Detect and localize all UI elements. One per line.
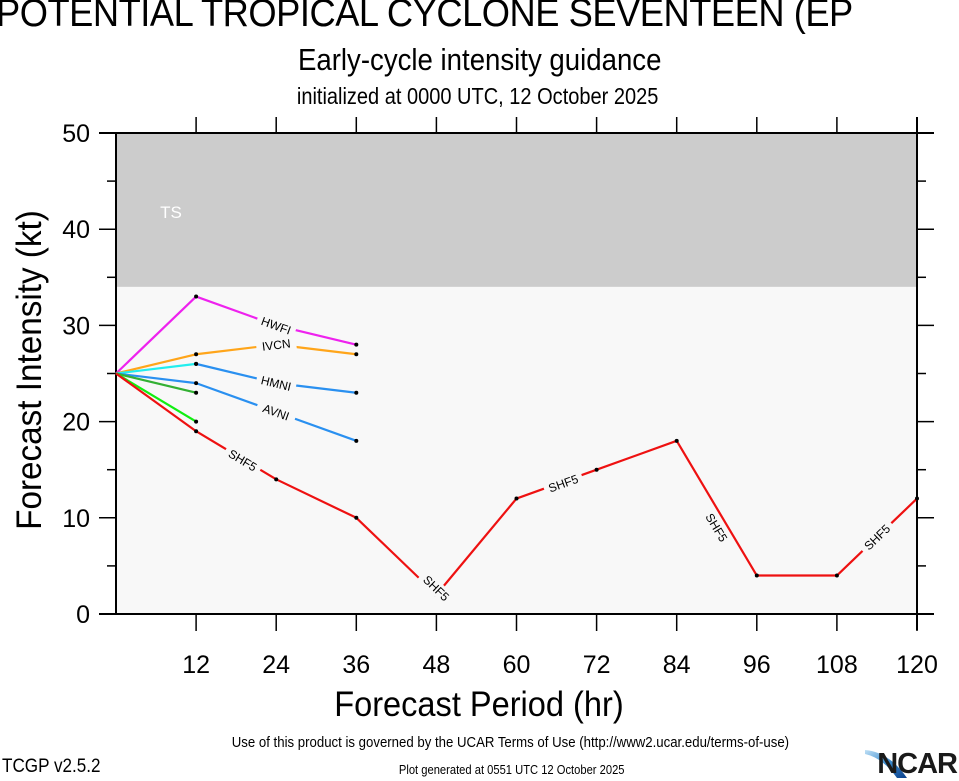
- band-label-ts: TS: [160, 203, 182, 222]
- x-tick-label: 108: [816, 651, 858, 679]
- version-label: TCGP v2.5.2: [2, 756, 101, 777]
- x-tick-label: 24: [262, 651, 290, 679]
- data-point-unlabeled-green: [194, 419, 199, 424]
- data-point-shf5: [274, 477, 279, 482]
- ncar-logo: NCAR: [859, 748, 959, 780]
- x-tick-label: 12: [182, 651, 210, 679]
- data-point-shf5: [674, 438, 679, 443]
- series-line-unlabeled-green: [115, 372, 197, 423]
- band-below-ts: [116, 286, 917, 614]
- data-point-shf5: [915, 496, 919, 501]
- series-label-bg: [255, 312, 298, 339]
- series-label-bg: [255, 371, 298, 395]
- data-point-avni: [354, 438, 359, 443]
- data-point-hwfi: [354, 342, 359, 347]
- chart-subtitle: Early-cycle intensity guidance: [297, 42, 662, 77]
- data-point-shf5: [194, 429, 199, 434]
- data-point-hmni: [194, 361, 199, 366]
- ncar-swoosh-icon: [865, 750, 907, 778]
- series-label-bg: [255, 398, 298, 426]
- y-tick-label: 30: [62, 312, 90, 340]
- data-point-shf5: [594, 467, 599, 472]
- data-point-shf5: [354, 515, 359, 520]
- data-point-shf5: [754, 573, 759, 578]
- terms-of-use-notice: Use of this product is governed by the U…: [231, 734, 790, 751]
- series-line-unlabeled-cyan: [115, 362, 197, 375]
- x-tick-label: 72: [583, 651, 611, 679]
- data-point-unlabeled-darkgreen: [194, 390, 199, 395]
- series-line-ivcn: [115, 343, 357, 375]
- y-axis-label: Forecast Intensity (kt): [10, 210, 49, 530]
- x-tick-label: 36: [342, 651, 370, 679]
- data-point-avni: [194, 381, 199, 386]
- y-tick-label: 10: [62, 505, 90, 533]
- data-point-shf5: [834, 573, 839, 578]
- y-tick-label: 20: [62, 409, 90, 437]
- x-tick-label: 60: [503, 651, 531, 679]
- band-ts: [116, 133, 917, 287]
- series-label-ivcn: IVCN: [261, 336, 291, 353]
- data-point-ivcn: [194, 352, 199, 357]
- x-tick-label: 84: [663, 651, 691, 679]
- x-axis-label: Forecast Period (hr): [334, 685, 624, 724]
- series-label-bg: [542, 469, 585, 497]
- x-tick-label: 48: [422, 651, 450, 679]
- x-tick-label: 120: [896, 651, 938, 679]
- x-tick-label: 96: [743, 651, 771, 679]
- series-line-unlabeled-darkgreen: [115, 372, 197, 394]
- series-label-bg: [417, 569, 456, 607]
- series-label-bg: [222, 443, 264, 477]
- series-label-bg: [255, 335, 297, 354]
- ncar-logo-text: NCAR: [877, 748, 958, 780]
- data-point-hwfi: [194, 294, 199, 299]
- y-tick-label: 40: [62, 216, 90, 244]
- data-point-ivcn: [354, 352, 359, 357]
- series-label-bg: [857, 518, 897, 556]
- data-point-hmni: [354, 390, 359, 395]
- series-label-hmni: HMNI: [260, 373, 293, 394]
- y-tick-label: 50: [62, 120, 90, 148]
- chart-title: POTENTIAL TROPICAL CYCLONE SEVENTEEN (EP: [0, 0, 853, 35]
- y-tick-label: 0: [76, 601, 90, 629]
- series-line-hwfi: [115, 295, 357, 375]
- series-label-bg: [700, 506, 733, 549]
- data-point-shf5: [514, 496, 519, 501]
- chart-init-time: initialized at 0000 UTC, 12 October 2025: [296, 83, 659, 109]
- series-line-avni: [115, 372, 357, 442]
- generated-timestamp: Plot generated at 0551 UTC 12 October 20…: [398, 762, 625, 777]
